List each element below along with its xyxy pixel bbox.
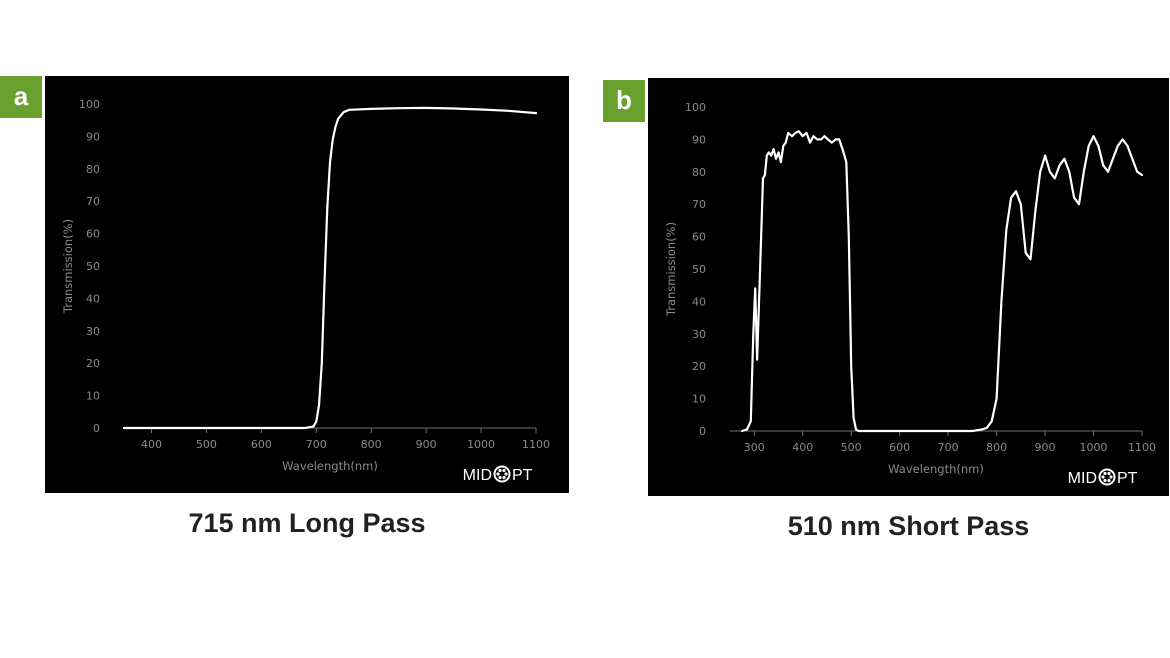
panel-badge-b: b [603,80,645,122]
midopt-logo: MID PT [463,465,533,484]
chart-a-y-tick-label: 90 [86,130,100,143]
chart-b-background [648,78,1169,496]
logo-petal [1101,475,1105,479]
chart-caption-a: 715 nm Long Pass [188,508,426,538]
chart-a-y-tick-label: 40 [86,292,100,305]
chart-a-y-tick-label: 70 [86,195,100,208]
chart-b-x-tick-label: 700 [938,441,959,454]
chart-b-y-tick-label: 80 [692,166,706,179]
chart-a-y-tick-label: 80 [86,163,100,176]
chart-a-x-tick-label: 1100 [522,438,550,451]
chart-b-y-tick-label: 30 [692,328,706,341]
chart-b-y-tick-label: 50 [692,263,706,276]
chart-a-x-tick-label: 600 [251,438,272,451]
chart-a-x-tick-label: 800 [361,438,382,451]
chart-b-series-line-0 [740,130,1144,433]
logo-text-right: PT [512,467,533,484]
panel-badge-a: a [0,76,42,118]
logo-petal [504,472,508,476]
chart-caption-b: 510 nm Short Pass [787,511,1030,541]
chart-a-y-tick-label: 20 [86,357,100,370]
logo-text-right: PT [1117,470,1138,487]
chart-a-x-tick-label: 400 [141,438,162,451]
chart-a-x-tick-label: 700 [306,438,327,451]
chart-b-svg: 300 400 500 600 700 800 900 1000 1100 0 10 20 30 40 50… [648,78,1169,496]
chart-a-background [45,76,569,493]
chart-b-x-tick-label: 300 [744,441,765,454]
chart-a-y-tick-label: 100 [79,98,100,111]
chart-b-y-tick-label: 60 [692,231,706,244]
logo-petal [1103,478,1107,483]
logo-petal [502,468,506,473]
logo-petal [498,475,502,480]
logo-text-left: MID [1068,470,1097,487]
logo-petal [1107,471,1111,476]
chart-b-x-tick-label: 1000 [1080,441,1108,454]
logo-petal [1107,478,1111,483]
chart-a-y-axis-label: Transmission(%) [61,219,75,314]
chart-a-y-tick-label: 0 [93,422,100,435]
chart-b-x-tick-label: 400 [792,441,813,454]
logo-petal [496,472,500,476]
logo-petal [1103,471,1107,476]
chart-a-y-tick-label: 10 [86,390,100,403]
chart-b-y-tick-label: 100 [685,101,706,114]
logo-flower-icon [493,465,511,483]
chart-b-y-tick-label: 20 [692,360,706,373]
chart-b-x-tick-label: 600 [889,441,910,454]
chart-b-x-tick-label: 900 [1035,441,1056,454]
logo-petal [502,475,506,480]
logo-flower-icon [1098,468,1116,486]
chart-b-y-tick-label: 0 [699,425,706,438]
chart-a-x-axis-label: Wavelength(nm) [282,459,378,473]
chart-b-y-axis-label: Transmission(%) [664,222,678,317]
logo-petal [1109,475,1113,479]
chart-b-x-tick-label: 800 [986,441,1007,454]
midopt-logo: MID PT [1068,468,1138,487]
chart-b-x-tick-label: 500 [841,441,862,454]
chart-a-x-tick-label: 900 [416,438,437,451]
chart-b-y-tick-label: 70 [692,198,706,211]
chart-b-y-tick-label: 10 [692,393,706,406]
logo-text-left: MID [463,467,492,484]
chart-a-x-tick-label: 500 [196,438,217,451]
chart-a-x-tick-label: 1000 [467,438,495,451]
chart-a-y-tick-label: 50 [86,260,100,273]
chart-a-y-tick-label: 30 [86,325,100,338]
chart-b-x-axis-label: Wavelength(nm) [888,462,984,476]
chart-b-y-tick-label: 90 [692,133,706,146]
chart-panel-a: 400 500 600 700 800 900 1000 1100 0 10 20 30 40 50 60 7… [45,76,569,493]
chart-panel-b: 300 400 500 600 700 800 900 1000 1100 0 10 20 30 40 50… [648,78,1169,496]
chart-b-y-tick-label: 40 [692,295,706,308]
chart-a-svg: 400 500 600 700 800 900 1000 1100 0 10 20 30 40 50 60 7… [45,76,569,493]
chart-b-x-tick-label: 1100 [1128,441,1156,454]
logo-petal [498,468,502,473]
chart-a-series-line-0 [122,106,538,430]
chart-a-y-tick-label: 60 [86,228,100,241]
